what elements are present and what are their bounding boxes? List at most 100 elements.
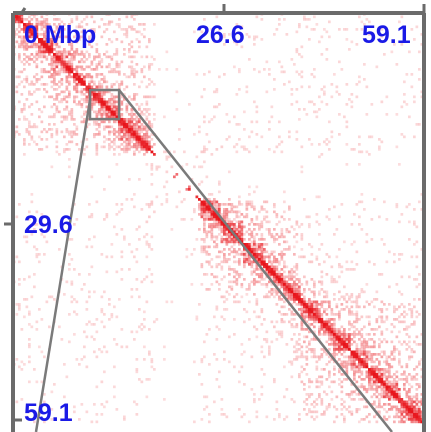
contact-cell <box>48 70 51 74</box>
contact-cell <box>255 265 259 269</box>
contact-cell <box>73 88 76 91</box>
contact-cell <box>320 270 324 274</box>
contact-cell <box>368 373 371 376</box>
contact-cell <box>288 290 291 294</box>
contact-cell <box>358 295 361 299</box>
contact-cell <box>50 165 54 169</box>
contact-cell <box>83 53 86 56</box>
contact-cell <box>343 418 346 421</box>
contact-cell <box>90 45 94 49</box>
contact-cell <box>385 95 389 99</box>
contact-cell <box>38 23 41 26</box>
contact-cell <box>358 163 361 166</box>
contact-cell <box>128 50 131 54</box>
contact-cell <box>130 65 134 69</box>
contact-cell <box>330 390 334 394</box>
contact-cell <box>305 310 309 314</box>
contact-cell <box>360 345 364 349</box>
contact-cell <box>68 113 71 116</box>
contact-cell <box>198 183 201 186</box>
contact-cell <box>75 78 79 81</box>
contact-cell <box>78 65 81 69</box>
contact-cell <box>303 308 306 311</box>
contact-cell <box>30 25 34 29</box>
contact-cell <box>418 78 421 81</box>
contact-cell <box>330 308 334 311</box>
contact-cell <box>148 95 151 99</box>
contact-cell <box>323 93 326 96</box>
contact-cell <box>65 65 69 69</box>
contact-cell <box>308 18 311 21</box>
contact-cell <box>263 68 266 71</box>
contact-cell <box>395 393 399 396</box>
contact-cell <box>148 40 151 44</box>
contact-cell <box>363 340 366 344</box>
contact-cell <box>253 243 256 246</box>
contact-cell <box>90 105 94 109</box>
contact-cell <box>353 378 356 381</box>
contact-cell <box>43 20 46 24</box>
contact-cell <box>118 298 121 301</box>
contact-cell <box>145 220 149 224</box>
contact-cell <box>320 325 324 329</box>
contact-cell <box>415 123 419 126</box>
contact-cell <box>260 243 264 246</box>
contact-cell <box>30 58 34 61</box>
contact-cell <box>380 373 384 376</box>
contact-cell <box>288 360 291 364</box>
contact-cell <box>235 228 239 231</box>
contact-cell <box>253 268 256 271</box>
contact-cell <box>30 200 34 204</box>
contact-cell <box>60 25 64 29</box>
contact-cell <box>25 40 29 44</box>
contact-cell <box>238 123 241 126</box>
contact-cell <box>303 315 306 319</box>
contact-cell <box>58 50 61 54</box>
contact-cell <box>40 75 44 79</box>
contact-cell <box>233 243 236 246</box>
contact-cell <box>280 318 284 321</box>
contact-cell <box>328 325 331 329</box>
contact-cell <box>380 390 384 394</box>
contact-cell <box>55 55 59 59</box>
contact-cell <box>208 288 211 291</box>
contact-cell <box>20 28 24 31</box>
contact-cell <box>130 60 134 64</box>
contact-cell <box>360 28 364 31</box>
contact-cell <box>360 200 364 204</box>
contact-cell <box>95 43 99 46</box>
contact-cell <box>278 278 281 281</box>
contact-cell <box>223 308 226 311</box>
contact-cell <box>265 210 269 214</box>
contact-cell <box>250 220 254 224</box>
contact-cell <box>343 415 346 419</box>
contact-cell <box>65 75 69 79</box>
contact-cell <box>413 418 416 421</box>
contact-cell <box>23 298 26 301</box>
contact-cell <box>388 355 391 359</box>
contact-cell <box>28 83 31 86</box>
contact-cell <box>55 98 59 101</box>
contact-cell <box>380 405 384 409</box>
contact-cell <box>43 68 46 71</box>
contact-cell <box>80 288 84 291</box>
contact-cell <box>150 203 154 206</box>
contact-cell <box>268 253 271 256</box>
contact-cell <box>123 133 126 136</box>
contact-cell <box>375 318 379 321</box>
contact-cell <box>385 328 389 331</box>
contact-cell <box>208 223 211 226</box>
contact-cell <box>55 128 59 131</box>
contact-cell <box>408 405 411 409</box>
contact-cell <box>395 398 399 401</box>
contact-cell <box>113 70 116 74</box>
contact-cell <box>205 233 209 236</box>
contact-cell <box>403 320 406 324</box>
contact-cell <box>208 260 211 264</box>
contact-cell <box>115 120 119 124</box>
contact-cell <box>280 275 284 279</box>
contact-cell <box>33 60 36 64</box>
contact-cell <box>308 100 311 104</box>
